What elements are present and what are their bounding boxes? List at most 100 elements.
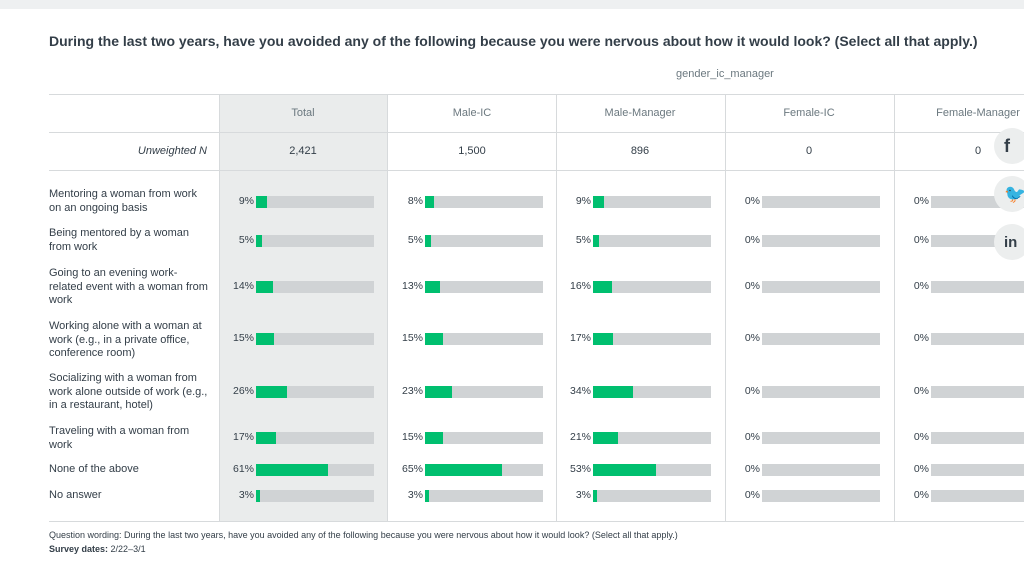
- bar-track: [593, 196, 711, 208]
- column-header: Total: [291, 107, 315, 119]
- bar-fill: [425, 490, 429, 502]
- column-divider: [725, 94, 726, 522]
- bar-track: [256, 196, 374, 208]
- bar-track: [931, 386, 1024, 398]
- percent-label: 14%: [232, 280, 254, 292]
- percent-label: 26%: [232, 385, 254, 397]
- bar-track: [762, 432, 880, 444]
- unweighted-n-value: 1,500: [458, 145, 486, 157]
- bar-track: [425, 386, 543, 398]
- row-label: Working alone with a woman at work (e.g.…: [49, 320, 202, 359]
- bar-fill: [593, 333, 613, 345]
- percent-label: 0%: [744, 431, 760, 443]
- total-column-highlight: [219, 94, 387, 522]
- bar-fill: [256, 235, 262, 247]
- row-label: Socializing with a woman from work alone…: [49, 372, 208, 411]
- percent-label: 61%: [232, 463, 254, 475]
- row-divider: [49, 521, 1024, 522]
- percent-label: 0%: [744, 385, 760, 397]
- bar-fill: [256, 281, 273, 293]
- bar-fill: [425, 333, 443, 345]
- twitter-share-button[interactable]: 🐦: [994, 176, 1024, 212]
- bar-track: [762, 464, 880, 476]
- survey-dates: Survey dates: 2/22–3/1: [49, 544, 146, 554]
- linkedin-share-button[interactable]: in: [994, 224, 1024, 260]
- row-divider: [49, 170, 1024, 171]
- percent-label: 0%: [913, 431, 929, 443]
- bar-track: [762, 333, 880, 345]
- percent-label: 0%: [913, 332, 929, 344]
- bar-fill: [425, 432, 443, 444]
- twitter-icon: 🐦: [1004, 183, 1024, 204]
- percent-label: 0%: [913, 234, 929, 246]
- bar-fill: [593, 464, 656, 476]
- bar-fill: [425, 464, 502, 476]
- facebook-icon: f: [1004, 135, 1010, 156]
- percent-label: 34%: [569, 385, 591, 397]
- question-title: During the last two years, have you avoi…: [49, 33, 978, 49]
- bar-track: [425, 281, 543, 293]
- bar-track: [256, 432, 374, 444]
- row-label: Traveling with a woman from work: [49, 425, 190, 451]
- bar-track: [931, 432, 1024, 444]
- percent-label: 8%: [407, 195, 423, 207]
- top-band: [0, 0, 1024, 9]
- bar-track: [256, 235, 374, 247]
- percent-label: 0%: [913, 385, 929, 397]
- group-label: gender_ic_manager: [676, 68, 774, 80]
- crosstab-table: Total 2,421 Male-IC 1,500 Male-Manager 896 Fem…: [49, 94, 1024, 522]
- row-divider: [49, 132, 1024, 133]
- bar-fill: [425, 386, 452, 398]
- bar-track: [256, 386, 374, 398]
- bar-track: [425, 333, 543, 345]
- bar-fill: [256, 333, 274, 345]
- linkedin-icon: in: [1004, 233, 1018, 251]
- facebook-share-button[interactable]: f: [994, 128, 1024, 164]
- percent-label: 0%: [744, 280, 760, 292]
- percent-label: 0%: [913, 280, 929, 292]
- unweighted-n-value: 0: [805, 145, 813, 157]
- percent-label: 17%: [569, 332, 591, 344]
- percent-label: 21%: [569, 431, 591, 443]
- percent-label: 0%: [744, 463, 760, 475]
- bar-fill: [425, 281, 440, 293]
- percent-label: 0%: [744, 234, 760, 246]
- column-header: Male-IC: [452, 107, 492, 119]
- row-label: None of the above: [49, 463, 139, 475]
- percent-label: 9%: [238, 195, 254, 207]
- percent-label: 5%: [238, 234, 254, 246]
- percent-label: 0%: [744, 195, 760, 207]
- bar-track: [256, 464, 374, 476]
- bar-track: [762, 490, 880, 502]
- bar-fill: [593, 281, 612, 293]
- bar-fill: [425, 196, 434, 208]
- row-label: No answer: [49, 489, 102, 501]
- percent-label: 16%: [569, 280, 591, 292]
- percent-label: 0%: [913, 195, 929, 207]
- bar-track: [425, 235, 543, 247]
- percent-label: 3%: [407, 489, 423, 501]
- bar-track: [256, 281, 374, 293]
- row-label: Being mentored by a woman from work: [49, 227, 190, 253]
- bar-fill: [593, 235, 599, 247]
- percent-label: 0%: [744, 489, 760, 501]
- bar-track: [425, 432, 543, 444]
- question-wording: Question wording: During the last two ye…: [49, 530, 678, 540]
- bar-track: [762, 196, 880, 208]
- bar-fill: [593, 386, 633, 398]
- bar-fill: [425, 235, 431, 247]
- bar-fill: [256, 432, 276, 444]
- column-divider: [387, 94, 388, 522]
- column-header: Female-Manager: [936, 107, 1020, 119]
- bar-track: [593, 490, 711, 502]
- bar-fill: [593, 196, 604, 208]
- unweighted-n-value: 896: [630, 145, 650, 157]
- percent-label: 5%: [407, 234, 423, 246]
- bar-track: [762, 235, 880, 247]
- bar-fill: [593, 490, 597, 502]
- percent-label: 3%: [238, 489, 254, 501]
- bar-track: [593, 432, 711, 444]
- bar-fill: [593, 432, 618, 444]
- bar-track: [931, 333, 1024, 345]
- percent-label: 0%: [913, 489, 929, 501]
